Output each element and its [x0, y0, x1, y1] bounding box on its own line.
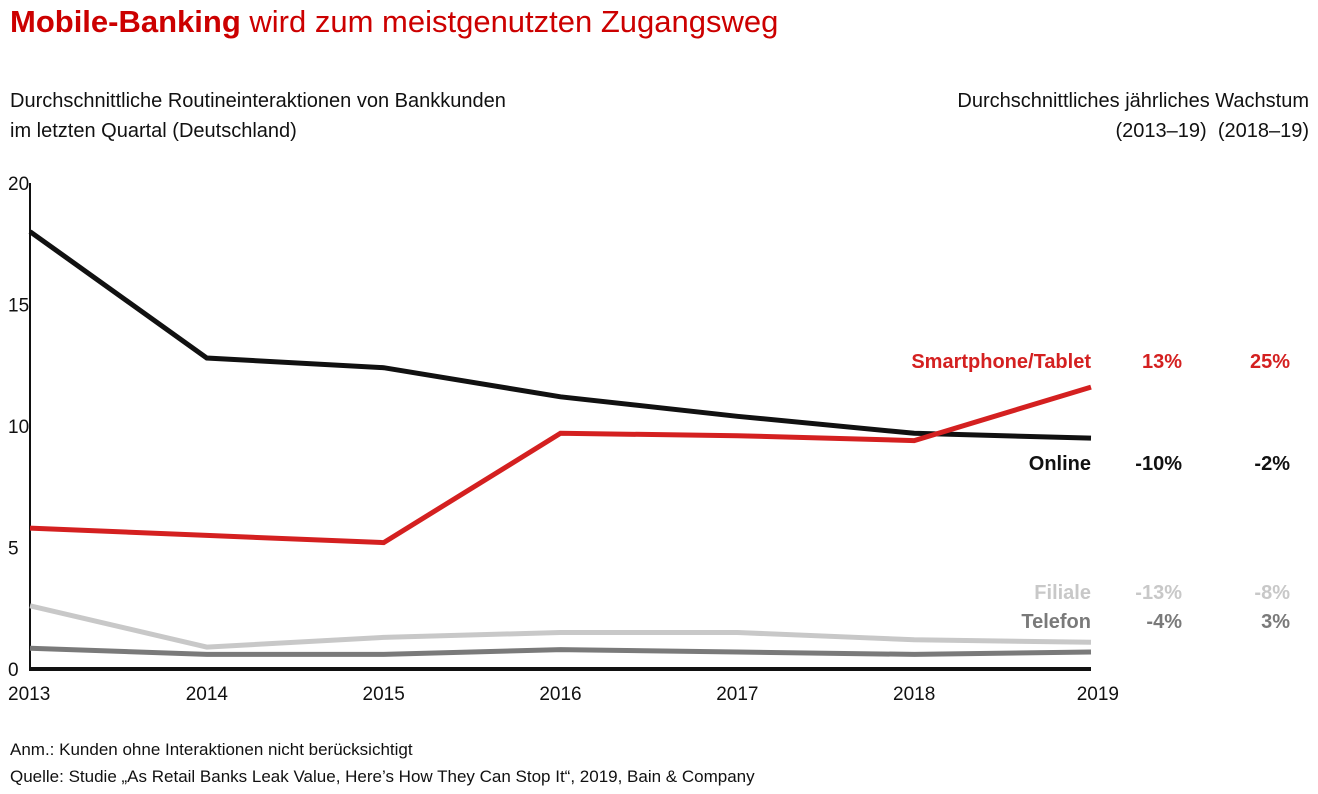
y-tick-label-5: 5	[8, 539, 19, 560]
x-tick-label-2014: 2014	[186, 684, 229, 705]
chart-notes: Anm.: Kunden ohne Interaktionen nicht be…	[10, 736, 755, 790]
subtitle-line-1: Durchschnittliche Routineinteraktionen v…	[10, 90, 506, 112]
chart-subtitle: Durchschnittliche Routineinteraktionen v…	[10, 86, 506, 146]
y-tick-label-20: 20	[8, 174, 29, 195]
growth-2018-19-online: -2%	[1254, 453, 1290, 475]
series-line-filiale	[29, 603, 1092, 650]
series-line-smartphone-tablet	[29, 384, 1092, 546]
y-tick-label-0: 0	[8, 660, 19, 681]
chart-title: Mobile-Banking wird zum meistgenutzten Z…	[10, 4, 778, 40]
series-line-telefon	[29, 645, 1092, 657]
growth-2013-19-online: -10%	[1135, 453, 1182, 475]
chart-title-rest: wird zum meistgenutzten Zugangsweg	[240, 4, 779, 39]
x-tick-label-2018: 2018	[893, 684, 935, 705]
x-tick-label-2016: 2016	[539, 684, 581, 705]
growth-2018-19-smartphone-tablet: 25%	[1250, 351, 1290, 373]
series-label-filiale: Filiale	[1034, 582, 1091, 604]
chart-title-bold: Mobile-Banking	[10, 4, 241, 39]
x-tick-label-2019: 2019	[1077, 684, 1119, 705]
footnote: Anm.: Kunden ohne Interaktionen nicht be…	[10, 740, 413, 759]
series-label-telefon: Telefon	[1021, 611, 1091, 633]
growth-col-2013-19: (2013–19)	[1115, 120, 1207, 142]
growth-header: Durchschnittliches jährliches Wachstum (…	[957, 86, 1309, 146]
series-line-online	[28, 229, 1092, 441]
growth-2013-19-filiale: -13%	[1135, 582, 1182, 604]
source-note: Quelle: Studie „As Retail Banks Leak Val…	[10, 767, 755, 786]
growth-2013-19-telefon: -4%	[1146, 611, 1182, 633]
y-tick-label-15: 15	[8, 296, 29, 317]
y-tick-label-10: 10	[8, 417, 29, 438]
x-tick-label-2013: 2013	[8, 684, 50, 705]
growth-col-2018-19: (2018–19)	[1217, 120, 1309, 142]
subtitle-line-2: im letzten Quartal (Deutschland)	[10, 120, 297, 142]
growth-2018-19-telefon: 3%	[1261, 611, 1290, 633]
growth-2018-19-filiale: -8%	[1254, 582, 1290, 604]
x-tick-label-2015: 2015	[363, 684, 405, 705]
series-label-online: Online	[1029, 453, 1091, 475]
growth-title: Durchschnittliches jährliches Wachstum	[957, 90, 1309, 112]
growth-2013-19-smartphone-tablet: 13%	[1142, 351, 1182, 373]
series-label-smartphone-tablet: Smartphone/Tablet	[911, 351, 1091, 373]
x-tick-label-2017: 2017	[716, 684, 758, 705]
